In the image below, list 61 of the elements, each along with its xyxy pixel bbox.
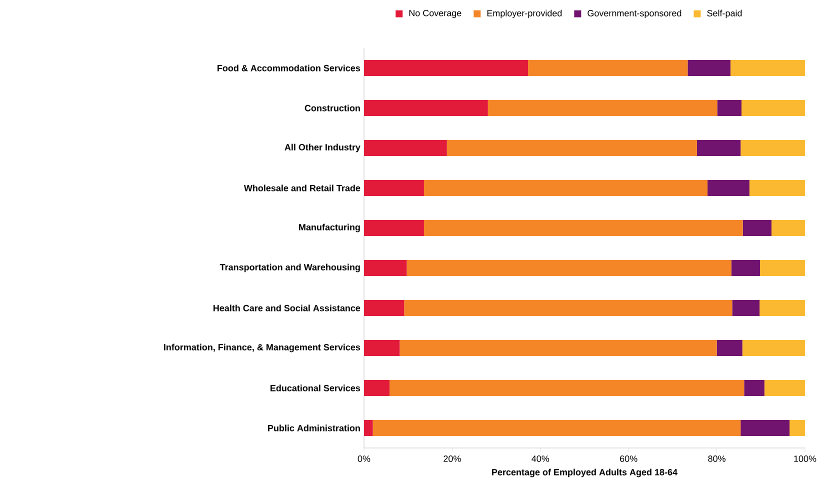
- y-tick-label: Food & Accommodation Services: [218, 64, 360, 72]
- bar: [424, 220, 743, 236]
- bar: [488, 100, 718, 116]
- bar: [364, 60, 528, 76]
- y-tick-label: Information, Finance, & Management Services: [164, 344, 360, 352]
- bar: [528, 60, 688, 76]
- x-tick-label: 80%: [708, 456, 726, 462]
- bar: [364, 260, 407, 276]
- legend-label: Government-sponsored: [588, 10, 682, 18]
- bar: [740, 140, 805, 156]
- y-tick-label: Educational Services: [270, 384, 360, 392]
- x-axis-title: Percentage of Employed Adults Aged 18-64: [492, 468, 678, 478]
- bar: [390, 380, 744, 396]
- y-tick-label: Wholesale and Retail Trade: [244, 184, 360, 192]
- y-tick-label: Construction: [304, 104, 360, 112]
- bar: [400, 340, 717, 356]
- bar: [742, 220, 772, 236]
- bar: [731, 260, 760, 276]
- bar: [364, 420, 373, 436]
- bar: [790, 420, 805, 436]
- bar: [749, 180, 805, 196]
- bar: [688, 60, 730, 76]
- legend-label: No Coverage: [409, 10, 462, 18]
- x-tick-label: 100%: [794, 456, 816, 462]
- bar: [717, 100, 742, 116]
- bar: [406, 260, 732, 276]
- x-tick-label: 20%: [444, 456, 461, 462]
- bar: [446, 140, 697, 156]
- bar: [730, 60, 805, 76]
- bar: [741, 100, 805, 116]
- bar: [760, 260, 805, 276]
- bar: [732, 300, 760, 316]
- x-tick-label: 0%: [358, 456, 370, 462]
- y-tick-label: Health Care and Social Assistance: [214, 304, 360, 312]
- bar: [696, 140, 741, 156]
- bar: [716, 340, 742, 356]
- bar: [764, 380, 805, 396]
- bar: [364, 100, 488, 116]
- x-tick-label: 60%: [620, 456, 638, 462]
- bar: [744, 380, 764, 396]
- bar: [364, 140, 447, 156]
- bar: [372, 420, 741, 436]
- bar: [760, 300, 805, 316]
- bar: [742, 340, 805, 356]
- bar: [404, 300, 732, 316]
- bar: [771, 220, 805, 236]
- y-tick-label: Public Administration: [268, 424, 360, 432]
- x-tick-label: 40%: [532, 456, 550, 462]
- bar: [364, 380, 390, 396]
- bar: [708, 180, 750, 196]
- bar: [364, 340, 400, 356]
- bar: [364, 220, 424, 236]
- legend-label: Self-paid: [707, 10, 742, 18]
- y-tick-label: Manufacturing: [299, 224, 360, 232]
- bar: [364, 180, 424, 196]
- bar: [364, 300, 404, 316]
- bar: [740, 420, 790, 436]
- bar: [424, 180, 708, 196]
- legend-label: Employer-provided: [487, 10, 562, 18]
- y-tick-label: Transportation and Warehousing: [220, 264, 360, 272]
- y-tick-label: All Other Industry: [284, 144, 360, 152]
